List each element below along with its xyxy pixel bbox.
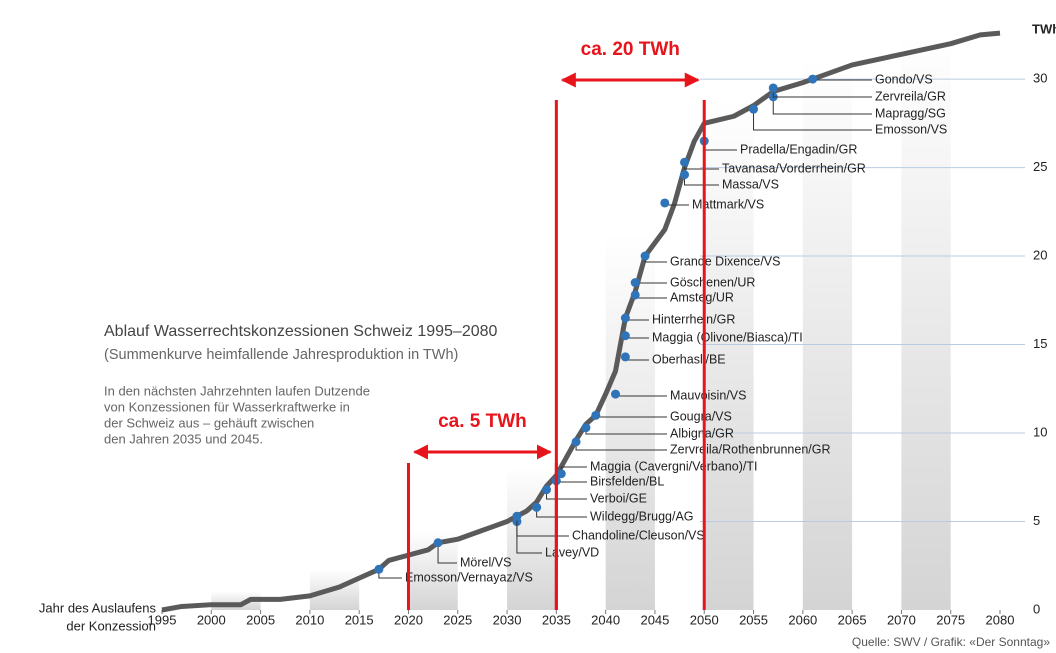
plant-point [620,331,630,341]
plant-point [611,389,621,399]
plant-label: Albigna/GR [670,426,734,440]
plant-label: Hinterrhein/GR [652,312,735,326]
plant-label: Emosson/VS [875,122,947,136]
band [901,35,951,611]
x-tick-label: 2015 [345,612,374,627]
plant-label: Wildegg/Brugg/AG [590,509,694,523]
plant-point [541,485,551,495]
plant-point [630,290,640,300]
chart-subtitle: (Summenkurve heimfallende Jahresprodukti… [104,347,458,363]
x-axis-label: der Konzession [66,618,156,633]
leader-line [516,516,569,537]
plant-point [680,170,690,180]
plant-label: Gondo/VS [875,72,933,86]
plant-label: Zervreila/GR [875,89,946,103]
x-tick-label: 2075 [936,612,965,627]
y-tick-label: 0 [1033,601,1040,616]
plant-label: Tavanasa/Vorderrhein/GR [722,161,866,175]
plant-label: Grande Dixence/VS [670,254,780,268]
y-unit: TWh [1032,21,1056,36]
plant-point [374,564,384,574]
x-tick-label: 2030 [493,612,522,627]
plant-label: Maggia (Cavergni/Verbano)/TI [590,459,757,473]
chart-title: Ablauf Wasserrechtskonzessionen Schweiz … [104,323,498,340]
annotation-text: ca. 5 TWh [438,411,527,432]
cumulative-curve [161,30,1001,613]
plant-point [571,437,581,447]
leader-line [555,480,587,483]
band [605,234,655,610]
x-tick-label: 2045 [640,612,669,627]
plant-label: Lavey/VD [545,545,599,559]
x-tick-label: 2040 [591,612,620,627]
x-tick-label: 2010 [295,612,324,627]
plant-label: Amsteg/UR [670,290,734,304]
plant-point [591,410,601,420]
x-tick-label: 2080 [986,612,1015,627]
plant-point [433,538,443,548]
plant-label: Mauvoisin/VS [670,388,746,402]
plant-label: Maggia (Olivone/Biasca)/TI [652,330,803,344]
x-axis-label: Jahr des Auslaufens [39,600,157,615]
plant-label: Chandoline/Cleuson/VS [572,528,705,542]
plant-point [680,157,690,167]
band [802,56,853,610]
plant-point [768,83,778,93]
plant-label: Oberhasli/BE [652,352,726,366]
y-tick-label: 20 [1033,247,1047,262]
source: Quelle: SWV / Grafik: «Der Sonntag» [852,635,1050,649]
leader-line [437,542,457,564]
y-tick-label: 25 [1033,159,1047,174]
leader-line [772,96,872,115]
plant-label: Massa/VS [722,177,779,191]
plant-point [630,278,640,288]
x-tick-label: 2020 [394,612,423,627]
x-tick-label: 2035 [542,612,571,627]
plant-point [581,423,591,433]
y-tick-label: 30 [1033,71,1047,86]
plant-label: Mapragg/SG [875,106,946,120]
y-tick-label: 15 [1033,336,1047,351]
description: der Schweiz aus – gehäuft zwischen [104,415,314,430]
x-tick-label: 2050 [690,612,719,627]
plant-point [556,469,566,479]
plant-point [620,313,630,323]
plant-point [620,352,630,362]
x-tick-label: 2070 [887,612,916,627]
plant-label: Pradella/Engadin/GR [740,142,857,156]
y-tick-label: 5 [1033,513,1040,528]
x-tick-label: 2065 [838,612,867,627]
x-tick-label: 2060 [788,612,817,627]
leader-line [753,109,872,131]
plant-label: Mörel/VS [460,555,511,569]
plant-point [660,198,670,208]
x-tick-label: 2000 [197,612,226,627]
plant-point [640,251,650,261]
x-tick-label: 1995 [148,612,177,627]
band [704,97,754,611]
plant-label: Verboi/GE [590,491,647,505]
plant-label: Emosson/Vernayaz/VS [405,570,533,584]
annotation-text: ca. 20 TWh [581,39,680,60]
plant-point [512,511,522,521]
y-tick-label: 10 [1033,424,1047,439]
plant-point [532,502,542,512]
plant-label: Göschenen/UR [670,275,755,289]
plant-label: Zervreila/Rothenbrunnen/GR [670,442,831,456]
x-tick-label: 2055 [739,612,768,627]
plant-label: Gougra/VS [670,409,732,423]
plant-point [808,74,818,84]
x-tick-label: 2025 [443,612,472,627]
plant-label: Mattmark/VS [692,197,764,211]
x-tick-label: 2005 [246,612,275,627]
description: In den nächsten Jahrzehnten laufen Dutze… [104,383,370,398]
plant-point [749,104,759,114]
description: den Jahren 2035 und 2045. [104,431,263,446]
description: von Konzessionen für Wasserkraftwerke in [104,399,350,414]
plant-label: Birsfelden/BL [590,474,664,488]
